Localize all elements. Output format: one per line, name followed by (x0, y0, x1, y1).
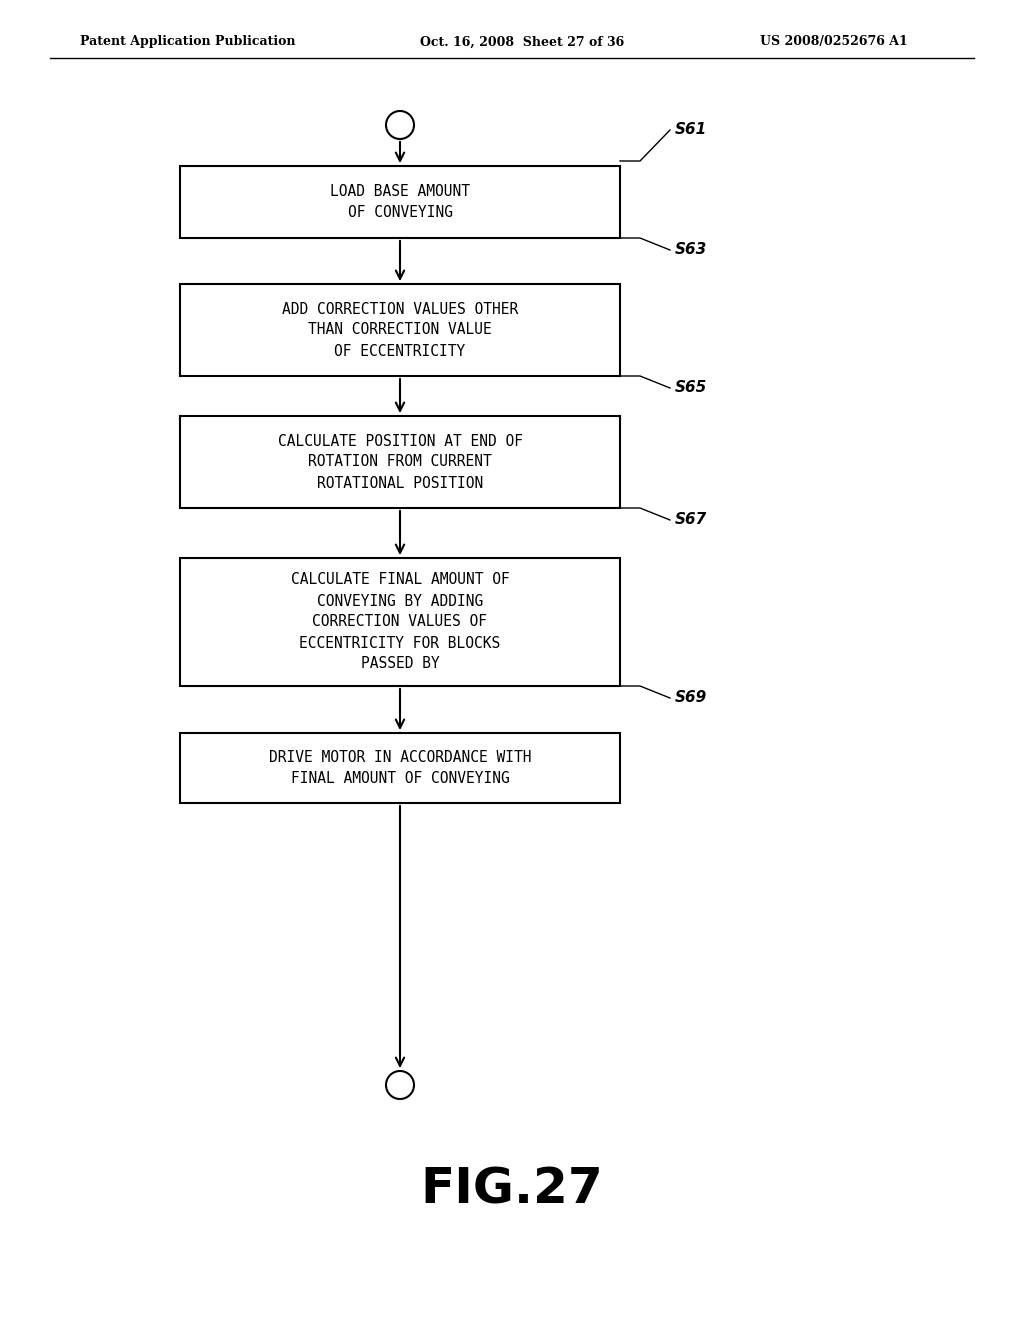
FancyBboxPatch shape (180, 166, 620, 238)
Text: S63: S63 (675, 243, 708, 257)
Text: CALCULATE FINAL AMOUNT OF
CONVEYING BY ADDING
CORRECTION VALUES OF
ECCENTRICITY : CALCULATE FINAL AMOUNT OF CONVEYING BY A… (291, 573, 509, 672)
FancyBboxPatch shape (180, 733, 620, 803)
Text: US 2008/0252676 A1: US 2008/0252676 A1 (760, 36, 907, 49)
Text: Oct. 16, 2008  Sheet 27 of 36: Oct. 16, 2008 Sheet 27 of 36 (420, 36, 625, 49)
Text: S65: S65 (675, 380, 708, 396)
FancyBboxPatch shape (180, 416, 620, 508)
Text: Patent Application Publication: Patent Application Publication (80, 36, 296, 49)
Text: S69: S69 (675, 690, 708, 705)
FancyBboxPatch shape (180, 284, 620, 376)
Text: FIG.27: FIG.27 (421, 1166, 603, 1214)
Text: ADD CORRECTION VALUES OTHER
THAN CORRECTION VALUE
OF ECCENTRICITY: ADD CORRECTION VALUES OTHER THAN CORRECT… (282, 301, 518, 359)
FancyBboxPatch shape (180, 558, 620, 686)
Circle shape (386, 1071, 414, 1100)
Text: CALCULATE POSITION AT END OF
ROTATION FROM CURRENT
ROTATIONAL POSITION: CALCULATE POSITION AT END OF ROTATION FR… (278, 433, 522, 491)
Text: S61: S61 (675, 123, 708, 137)
Text: LOAD BASE AMOUNT
OF CONVEYING: LOAD BASE AMOUNT OF CONVEYING (330, 183, 470, 220)
Text: DRIVE MOTOR IN ACCORDANCE WITH
FINAL AMOUNT OF CONVEYING: DRIVE MOTOR IN ACCORDANCE WITH FINAL AMO… (268, 750, 531, 785)
Text: S67: S67 (675, 512, 708, 528)
Circle shape (386, 111, 414, 139)
